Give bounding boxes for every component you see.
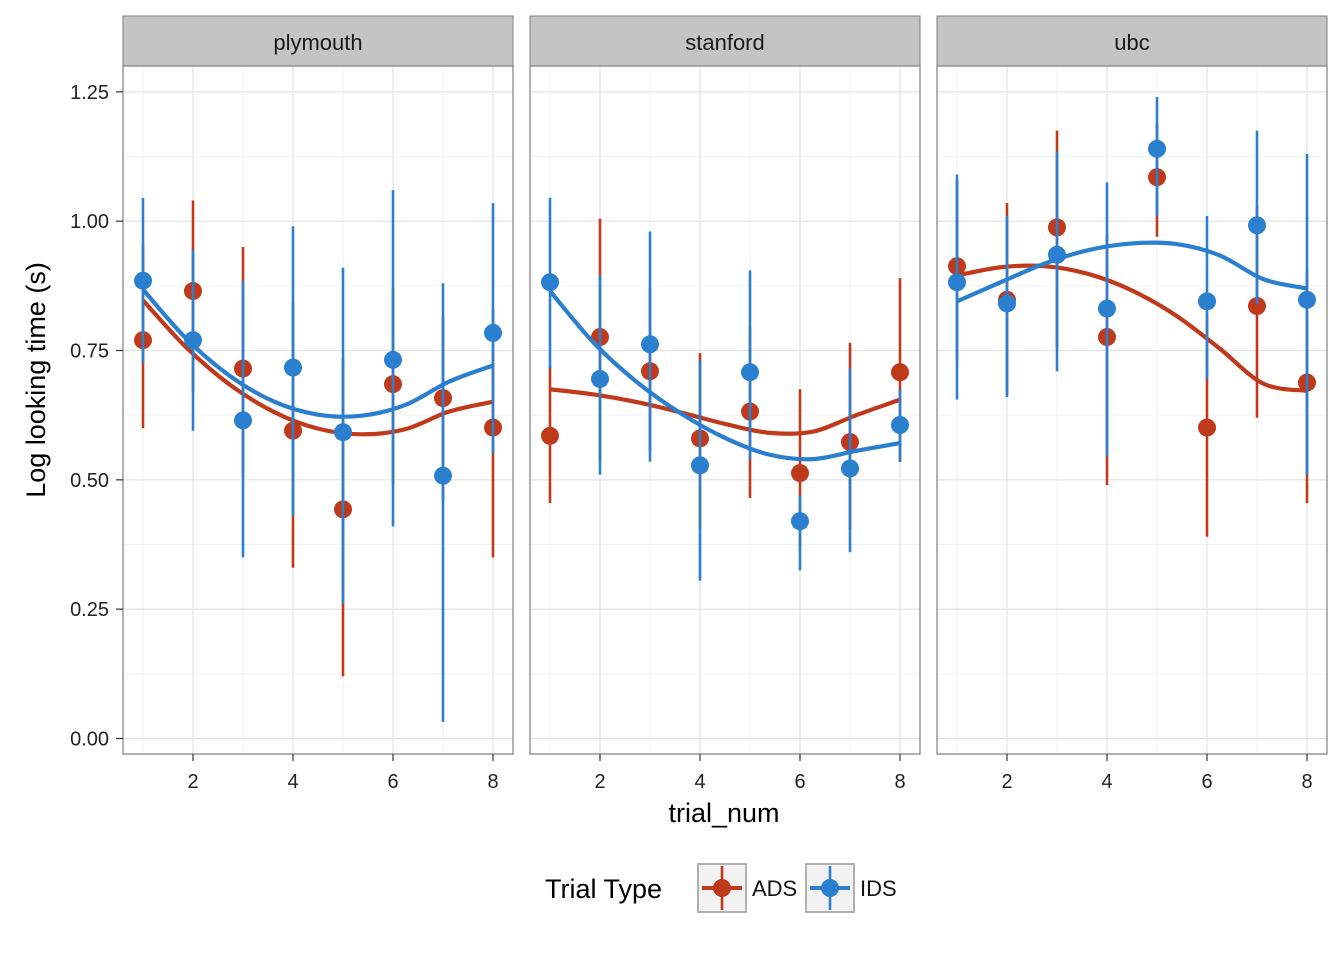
panel-border	[936, 65, 1328, 755]
data-point	[434, 466, 452, 485]
data-point	[1048, 245, 1066, 264]
data-point	[791, 512, 809, 531]
series-IDS	[541, 197, 909, 581]
data-point	[891, 363, 909, 382]
y-tick-label: 0.75	[70, 341, 109, 363]
data-point	[184, 331, 202, 350]
panel-border	[529, 65, 921, 755]
plot-background	[937, 66, 1327, 754]
legend-key-point	[713, 879, 731, 897]
facet-strip	[936, 15, 1328, 67]
x-tick-label: 4	[694, 771, 705, 793]
x-tick-label: 8	[487, 771, 498, 793]
trend-line-ADS	[956, 263, 1308, 393]
legend-item-IDS: IDS	[805, 863, 897, 913]
panel-border	[122, 65, 514, 755]
facet-panel-plymouth: plymouth	[122, 15, 514, 755]
facet-panel-stanford: stanford	[529, 15, 921, 755]
facet-label: stanford	[685, 30, 765, 55]
data-point	[1148, 139, 1166, 158]
legend: Trial Type ADS IDS	[545, 863, 897, 913]
facet-strip	[122, 15, 514, 67]
data-point	[541, 426, 559, 445]
data-point	[484, 323, 502, 342]
data-point	[134, 271, 152, 290]
data-point	[1098, 299, 1116, 318]
data-point	[541, 273, 559, 292]
x-tick-label: 6	[1201, 771, 1212, 793]
trend-line-ADS	[549, 387, 901, 436]
facet-panels: plymouth stanford ubc	[122, 15, 1328, 755]
x-tick-label: 8	[894, 771, 905, 793]
facet-label: plymouth	[273, 30, 362, 55]
plot-background	[530, 66, 920, 754]
y-tick-label: 0.50	[70, 470, 109, 492]
data-point	[1248, 297, 1266, 316]
legend-item-ADS: ADS	[697, 863, 797, 913]
data-point	[948, 273, 966, 292]
x-axis-title: trial_num	[668, 798, 779, 828]
legend-label: ADS	[752, 876, 797, 901]
trend-line-ADS	[141, 298, 494, 437]
data-point	[1298, 290, 1316, 309]
y-tick-label: 0.25	[70, 599, 109, 621]
data-point	[791, 464, 809, 483]
trend-line-IDS	[956, 240, 1308, 304]
data-point	[1198, 292, 1216, 311]
x-tick-label: 2	[1001, 771, 1012, 793]
series-IDS	[948, 97, 1316, 475]
data-point	[998, 294, 1016, 313]
y-axis-title: Log looking time (s)	[21, 262, 51, 498]
data-point	[1198, 418, 1216, 437]
facet-panel-ubc: ubc	[936, 15, 1328, 755]
data-point	[384, 350, 402, 369]
data-point	[741, 363, 759, 382]
y-tick-label: 1.00	[70, 211, 109, 233]
y-tick-label: 0.00	[70, 728, 109, 750]
x-tick-label: 6	[794, 771, 805, 793]
data-point	[591, 369, 609, 388]
facet-label: ubc	[1114, 30, 1149, 55]
data-point	[1248, 216, 1266, 235]
data-point	[284, 358, 302, 377]
x-tick-label: 2	[187, 771, 198, 793]
axes: 2 4 6 8 2 4 6 8 2 4 6 8 0.00 0.25 0.50 0.75 1.00 1.25	[70, 82, 1313, 793]
data-point	[691, 456, 709, 475]
y-tick-label: 1.25	[70, 82, 109, 104]
data-point	[891, 416, 909, 435]
trend-line-IDS	[548, 289, 901, 462]
x-tick-label: 4	[1101, 771, 1112, 793]
data-point	[234, 411, 252, 430]
x-tick-label: 8	[1301, 771, 1312, 793]
legend-label: IDS	[860, 876, 897, 901]
x-tick-label: 4	[287, 771, 298, 793]
x-tick-label: 6	[387, 771, 398, 793]
legend-key-point	[821, 879, 839, 897]
facet-strip	[529, 15, 921, 67]
series-IDS	[134, 190, 502, 722]
data-point	[841, 459, 859, 478]
data-point	[641, 335, 659, 354]
data-point	[334, 423, 352, 442]
x-tick-label: 2	[594, 771, 605, 793]
legend-title: Trial Type	[545, 874, 662, 904]
